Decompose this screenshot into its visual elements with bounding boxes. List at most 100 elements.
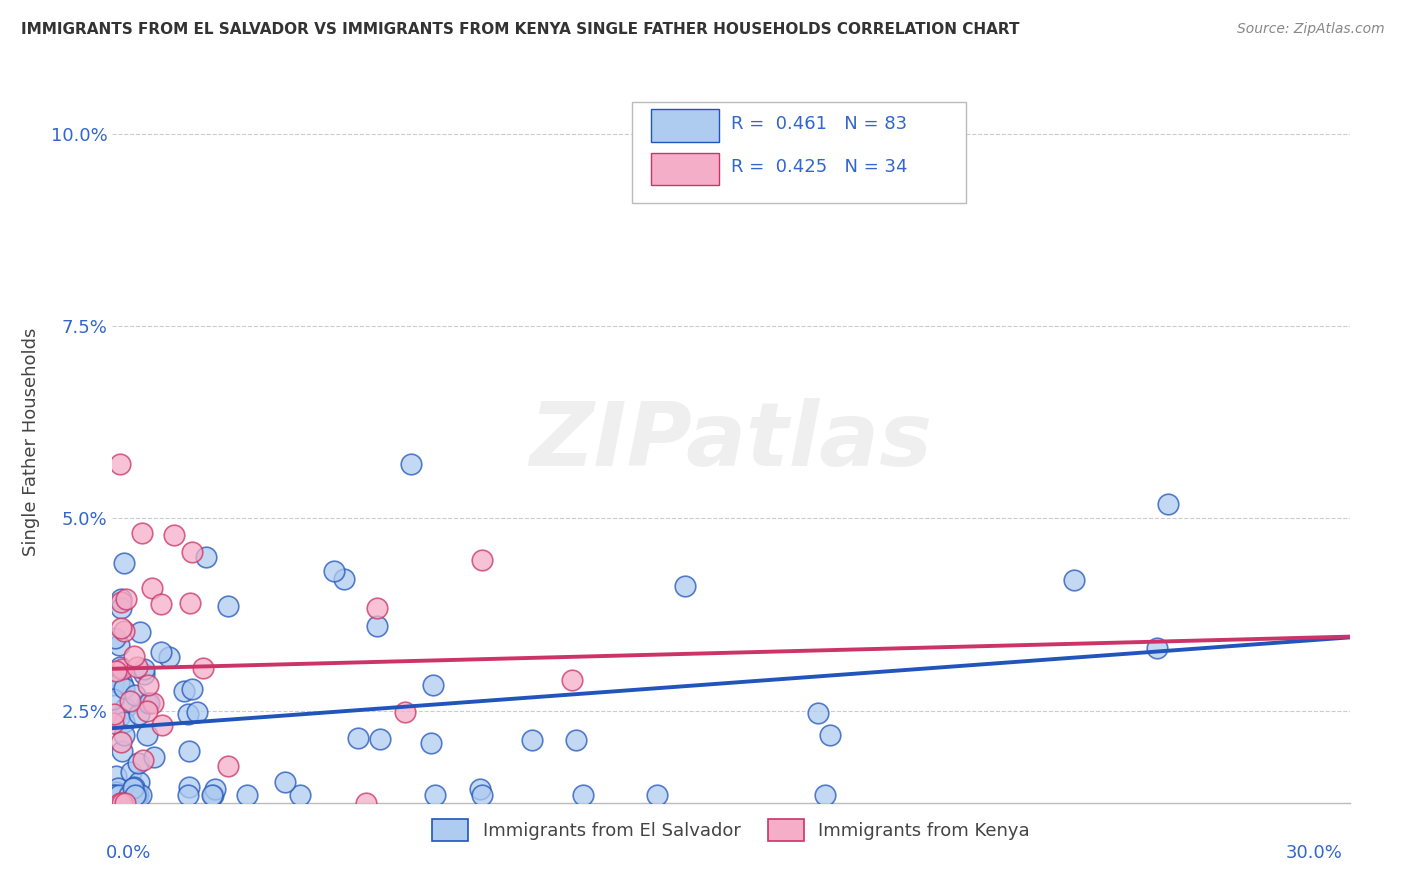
Point xyxy=(112,681,135,695)
Point xyxy=(366,601,388,615)
Point xyxy=(218,599,240,613)
Point xyxy=(104,632,127,646)
Point xyxy=(107,788,129,802)
Point xyxy=(134,667,156,681)
Point xyxy=(107,780,129,795)
Point xyxy=(180,545,202,559)
Point xyxy=(107,638,129,652)
Point xyxy=(127,756,149,771)
Point xyxy=(103,692,125,706)
Point xyxy=(138,678,160,692)
Point xyxy=(422,678,444,692)
Point xyxy=(135,696,157,710)
Text: Source: ZipAtlas.com: Source: ZipAtlas.com xyxy=(1237,22,1385,37)
Point xyxy=(108,796,131,810)
Point xyxy=(204,781,226,796)
Point xyxy=(104,788,127,802)
Point xyxy=(217,759,239,773)
Point xyxy=(124,788,146,802)
Point xyxy=(110,734,132,748)
Point xyxy=(115,592,138,607)
Point xyxy=(112,624,135,638)
Point xyxy=(110,620,132,634)
Y-axis label: Single Father Households: Single Father Households xyxy=(21,327,39,556)
Point xyxy=(195,549,218,564)
Point xyxy=(120,694,142,708)
Point xyxy=(333,573,356,587)
Point xyxy=(122,780,145,794)
Point xyxy=(420,735,443,749)
Text: R =  0.425   N = 34: R = 0.425 N = 34 xyxy=(731,158,908,176)
Point xyxy=(179,596,201,610)
Point xyxy=(177,744,200,758)
Point xyxy=(273,775,295,789)
Point xyxy=(105,788,128,802)
Point xyxy=(571,788,593,802)
Point xyxy=(104,768,127,782)
Point xyxy=(201,788,224,802)
Point xyxy=(347,731,370,745)
Point xyxy=(112,557,135,571)
Point xyxy=(157,649,180,664)
Point xyxy=(108,710,131,724)
Point xyxy=(132,753,155,767)
Text: IMMIGRANTS FROM EL SALVADOR VS IMMIGRANTS FROM KENYA SINGLE FATHER HOUSEHOLDS CO: IMMIGRANTS FROM EL SALVADOR VS IMMIGRANT… xyxy=(21,22,1019,37)
Point xyxy=(105,665,128,679)
Point xyxy=(471,553,494,567)
Point xyxy=(131,526,153,541)
Point xyxy=(322,564,344,578)
Point xyxy=(111,675,134,690)
Point xyxy=(288,788,311,802)
Point xyxy=(202,788,225,802)
Point xyxy=(110,601,132,615)
Point xyxy=(128,706,150,721)
Point xyxy=(118,788,141,802)
Point xyxy=(103,672,125,686)
FancyBboxPatch shape xyxy=(633,102,966,203)
Point xyxy=(108,457,131,471)
Point xyxy=(141,582,163,596)
Point xyxy=(122,648,145,663)
Point xyxy=(111,662,134,676)
Point xyxy=(673,578,696,592)
Point xyxy=(127,788,149,802)
Point xyxy=(110,592,132,607)
Point xyxy=(180,682,202,697)
Point xyxy=(520,733,543,747)
Text: 0.0%: 0.0% xyxy=(105,844,150,862)
Point xyxy=(129,625,152,640)
Point xyxy=(807,706,830,720)
Point xyxy=(561,673,583,687)
Point xyxy=(399,457,422,471)
Point xyxy=(135,704,157,718)
Point xyxy=(127,660,149,674)
Point xyxy=(112,727,135,741)
Point xyxy=(111,744,134,758)
Point xyxy=(820,728,842,742)
Point xyxy=(470,782,492,797)
Point xyxy=(163,528,186,542)
Point xyxy=(136,728,159,742)
Point xyxy=(565,733,588,747)
Point xyxy=(108,788,131,802)
Point xyxy=(354,796,377,810)
Point xyxy=(114,700,136,714)
Point xyxy=(1063,573,1085,587)
Point xyxy=(173,683,195,698)
Bar xyxy=(651,109,718,142)
Point xyxy=(107,675,129,690)
Point xyxy=(103,706,125,721)
Point xyxy=(366,619,388,633)
Point xyxy=(814,788,837,802)
Point xyxy=(124,788,146,802)
Point xyxy=(425,788,447,802)
Point xyxy=(103,716,125,731)
Point xyxy=(177,788,200,802)
Point xyxy=(131,788,153,802)
Bar xyxy=(651,153,718,185)
Point xyxy=(110,595,132,609)
Point xyxy=(186,705,208,719)
Point xyxy=(191,661,214,675)
Point xyxy=(142,696,165,710)
Point xyxy=(132,662,155,676)
